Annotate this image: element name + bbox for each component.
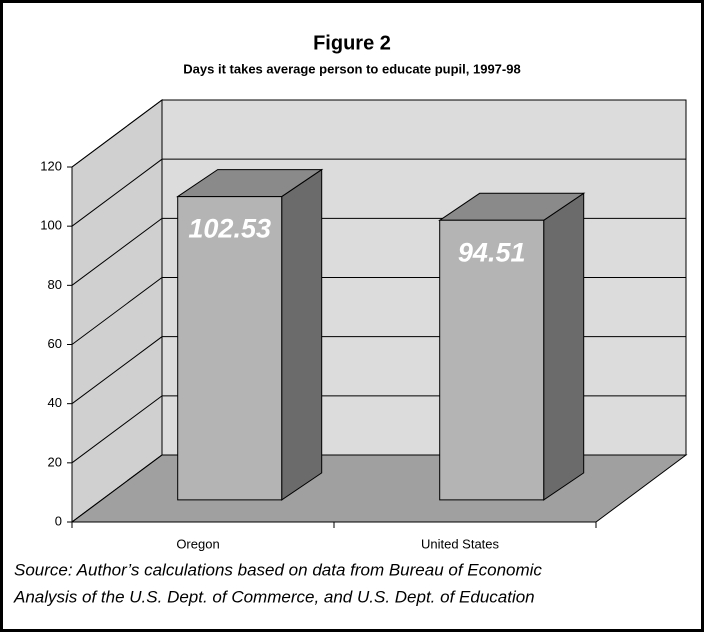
y-tick-label: 40 (48, 395, 62, 410)
x-tick-label: United States (421, 536, 500, 551)
bar-side (281, 168, 323, 501)
data-label: 94.51 (458, 237, 526, 267)
grid-line (71, 158, 686, 227)
source-note: Analysis of the U.S. Dept. of Commerce, … (13, 587, 535, 606)
chart-subtitle: Days it takes average person to educate … (183, 61, 520, 76)
y-tick-label: 100 (40, 218, 62, 233)
bar-front (439, 219, 545, 501)
y-tick-label: 0 (55, 513, 62, 528)
bar-side (543, 192, 585, 501)
chart-title: Figure 2 (313, 32, 391, 54)
grid-line (71, 99, 686, 168)
floor (70, 454, 688, 523)
bar (176, 168, 324, 501)
bar (438, 192, 586, 501)
data-label: 102.53 (188, 214, 271, 244)
x-tick-label: Oregon (176, 536, 219, 551)
y-tick-label: 80 (48, 277, 62, 292)
y-tick-label: 120 (40, 158, 62, 173)
y-tick-label: 20 (48, 454, 62, 469)
source-note: Source: Author’s calculations based on d… (14, 560, 542, 579)
bar-front (177, 196, 283, 501)
y-tick-label: 60 (48, 336, 62, 351)
